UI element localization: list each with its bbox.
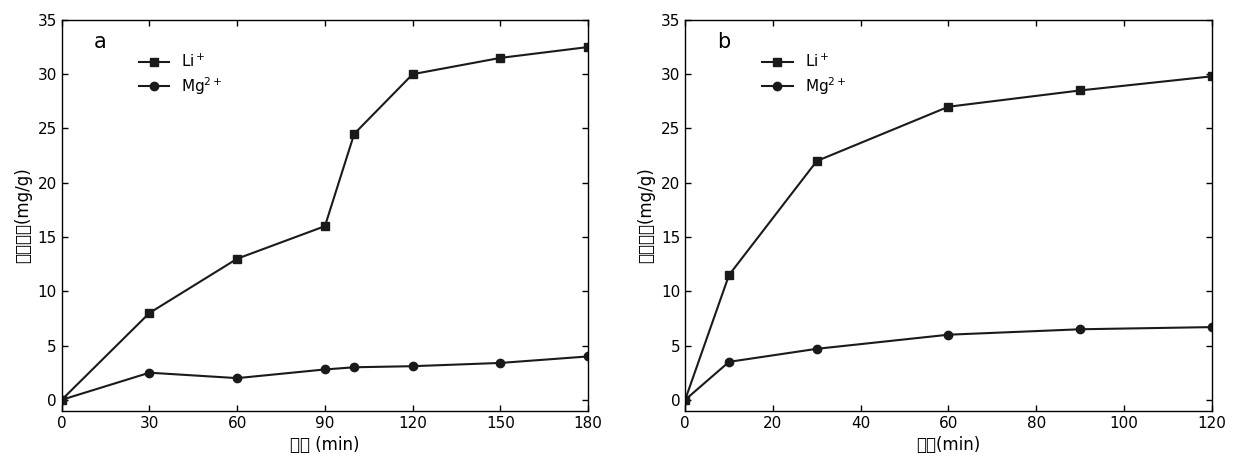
X-axis label: 时间(min): 时间(min) bbox=[916, 436, 981, 454]
Mg$^{2+}$ bbox=[347, 365, 362, 370]
Li$^+$ bbox=[678, 397, 693, 402]
Mg$^{2+}$ bbox=[229, 375, 244, 381]
Line: Li$^+$: Li$^+$ bbox=[57, 43, 593, 404]
Li$^+$ bbox=[1204, 73, 1219, 79]
Mg$^{2+}$ bbox=[810, 346, 825, 351]
Li$^+$ bbox=[317, 223, 332, 229]
Line: Li$^+$: Li$^+$ bbox=[681, 72, 1216, 404]
Text: a: a bbox=[93, 32, 107, 51]
Mg$^{2+}$ bbox=[143, 370, 157, 375]
Legend: Li$^+$, Mg$^{2+}$: Li$^+$, Mg$^{2+}$ bbox=[133, 47, 229, 103]
Li$^+$ bbox=[810, 158, 825, 164]
Li$^+$ bbox=[580, 44, 595, 50]
X-axis label: 时间 (min): 时间 (min) bbox=[290, 436, 360, 454]
Mg$^{2+}$ bbox=[494, 360, 508, 366]
Line: Mg$^{2+}$: Mg$^{2+}$ bbox=[57, 352, 593, 404]
Li$^+$ bbox=[722, 272, 737, 278]
Li$^+$ bbox=[494, 55, 508, 61]
Mg$^{2+}$ bbox=[55, 397, 69, 402]
Line: Mg$^{2+}$: Mg$^{2+}$ bbox=[681, 323, 1216, 404]
Li$^+$ bbox=[143, 310, 157, 316]
Li$^+$ bbox=[941, 104, 956, 110]
Mg$^{2+}$ bbox=[1204, 324, 1219, 330]
Mg$^{2+}$ bbox=[722, 359, 737, 365]
Li$^+$ bbox=[55, 397, 69, 402]
Mg$^{2+}$ bbox=[678, 397, 693, 402]
Legend: Li$^+$, Mg$^{2+}$: Li$^+$, Mg$^{2+}$ bbox=[756, 47, 853, 103]
Li$^+$ bbox=[1073, 88, 1087, 93]
Text: b: b bbox=[717, 32, 730, 51]
Y-axis label: 交换容量(mg/g): 交换容量(mg/g) bbox=[637, 168, 656, 263]
Li$^+$ bbox=[347, 131, 362, 137]
Y-axis label: 交换容量(mg/g): 交换容量(mg/g) bbox=[14, 168, 32, 263]
Mg$^{2+}$ bbox=[1073, 327, 1087, 332]
Mg$^{2+}$ bbox=[580, 354, 595, 359]
Mg$^{2+}$ bbox=[941, 332, 956, 337]
Mg$^{2+}$ bbox=[317, 366, 332, 372]
Li$^+$ bbox=[229, 256, 244, 262]
Mg$^{2+}$ bbox=[405, 363, 420, 369]
Li$^+$ bbox=[405, 71, 420, 77]
